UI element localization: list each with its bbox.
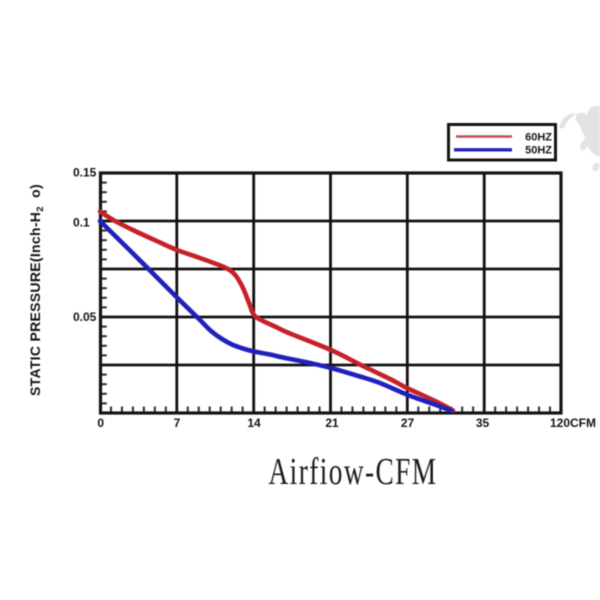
svg-text:7: 7 [174, 416, 181, 430]
svg-text:60HZ: 60HZ [525, 132, 552, 144]
svg-text:27: 27 [401, 416, 415, 430]
svg-text:STATIC PRESSURE(Inch-H2 o): STATIC PRESSURE(Inch-H2 o) [27, 184, 46, 396]
svg-text:35: 35 [476, 416, 490, 430]
svg-text:120CFM: 120CFM [550, 416, 596, 430]
svg-text:Airfiow-CFM: Airfiow-CFM [269, 451, 438, 494]
svg-text:14: 14 [247, 416, 261, 430]
svg-text:0: 0 [97, 416, 104, 430]
svg-text:0.15: 0.15 [73, 166, 97, 180]
svg-text:0.05: 0.05 [73, 310, 97, 324]
svg-text:21: 21 [325, 416, 339, 430]
svg-text:0.1: 0.1 [73, 216, 90, 230]
svg-text:50HZ: 50HZ [525, 145, 552, 157]
